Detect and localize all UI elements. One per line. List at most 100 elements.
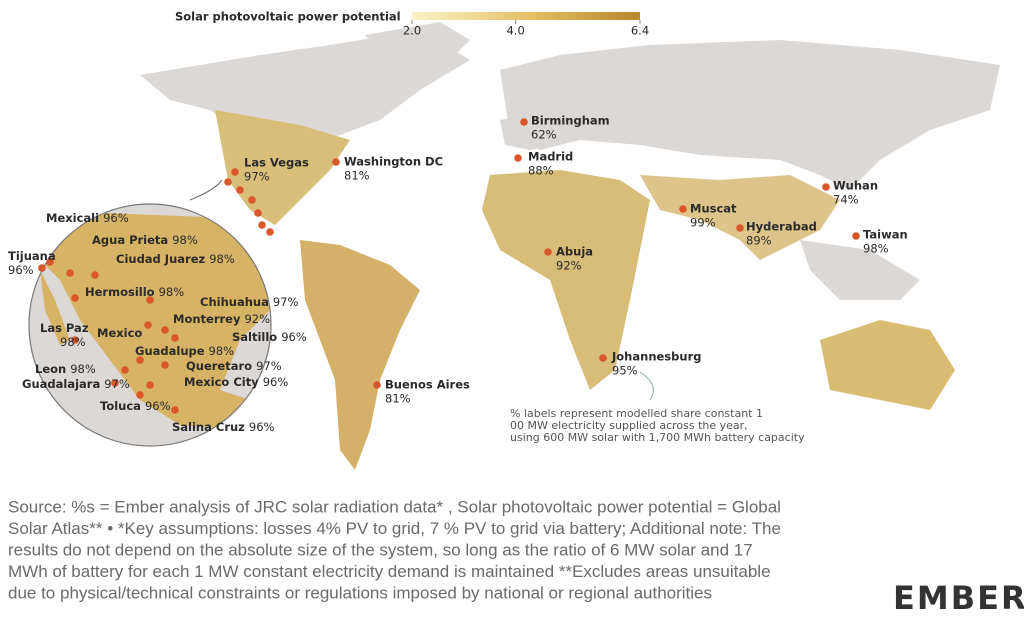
city-label: Salina Cruz 96% [172,420,275,434]
note-arrow [639,371,654,401]
city-name: Hermosillo [85,285,155,299]
city-name: Washington DC [344,155,443,169]
city-marker [736,224,744,232]
city-marker [822,183,830,191]
note: % labels represent modelled share consta… [510,407,805,444]
city-name: Leon [35,362,66,376]
city-name: Madrid [528,150,573,164]
city-name: Mexico [97,326,142,340]
city-share: 89% [746,234,772,248]
city-marker [599,354,607,362]
city-marker [236,186,244,194]
city-share: 97% [104,377,130,391]
city-share: 74% [833,193,859,207]
city-marker [224,178,232,186]
city-marker [71,336,79,344]
city-share: 88% [528,164,554,178]
city-label: Tijuana 96% [8,249,56,277]
city-name: Tijuana [8,249,56,263]
city-name: Taiwan [863,228,908,242]
city-name: Las Paz [40,321,89,335]
city-marker [514,154,522,162]
city-share: 98% [863,242,889,256]
legend-tick-label: 2.0 [403,24,421,38]
city-share: 81% [385,392,411,406]
city-label: Ciudad Juarez 98% [116,252,235,266]
source-line: MWh of battery for each 1 MW constant el… [8,562,771,581]
source-line: Source: %s = Ember analysis of JRC solar… [8,497,781,516]
city-name: Abuja [556,245,593,259]
city-share: 62% [531,128,557,142]
legend-ticks: 2.0 4.0 6.4 [403,20,649,38]
city-share: 81% [344,169,370,183]
city-marker [161,361,169,369]
city-marker [332,158,340,166]
city-name: Hyderabad [746,220,817,234]
note-line: using 600 MW solar with 1,700 MWh batter… [510,431,805,444]
city-name: Buenos Aires [385,378,470,392]
city-name: Saltillo [232,330,277,344]
city-marker [373,381,381,389]
city-label: Toluca 96% [100,399,171,413]
legend-tick-label: 6.4 [631,24,649,38]
city-label: Mexico [97,326,142,340]
city-share: 96% [281,330,307,344]
city-marker [171,334,179,342]
city-marker [146,381,154,389]
city-marker [146,296,154,304]
city-share: 98% [60,335,86,349]
city-name: Toluca [100,399,141,413]
city-label: Mexicali 96% [46,211,129,225]
inset-frame [28,203,272,447]
source-line: results do not depend on the absolute si… [8,540,753,559]
source-line: Solar Atlas** • *Key assumptions: losses… [8,519,781,538]
city-name: Johannesburg [611,350,701,364]
city-label: Queretaro 97% [186,359,282,373]
note-line: 00 MW electricity supplied across the ye… [510,419,748,432]
legend-tick-label: 4.0 [506,24,524,38]
city-name: Monterrey [173,312,241,326]
city-marker [231,168,239,176]
city-share: 97% [256,359,282,373]
city-label: Saltillo 96% [232,330,307,344]
city-marker [111,379,119,387]
legend-title: Solar photovoltaic power potential [175,10,401,24]
note-line: % labels represent modelled share consta… [510,407,763,420]
logo: EMBER [893,579,1024,617]
city-label: Hermosillo 98% [85,285,184,299]
city-name: Wuhan [833,179,878,193]
city-name: Salina Cruz [172,420,245,434]
city-marker [71,294,79,302]
city-marker [144,321,152,329]
city-name: Muscat [690,202,737,216]
city-marker [266,228,274,236]
city-share: 92% [556,259,582,273]
city-share: 98% [209,252,235,266]
city-marker [544,248,552,256]
city-label: Guadalajara 97% [22,377,130,391]
city-marker [161,326,169,334]
city-share: 96% [263,375,289,389]
city-name: Chihuahua [200,295,269,309]
legend-colorbar [412,12,640,20]
world-map [140,22,1000,470]
connector [189,179,223,201]
city-name: Agua Prieta [92,233,168,247]
city-share: 99% [690,216,716,230]
city-label: Chihuahua 97% [200,295,298,309]
city-name: Queretaro [186,359,252,373]
source-line: due to physical/technical constraints or… [8,583,712,602]
city-label: Agua Prieta 98% [92,233,198,247]
city-share: 96% [249,420,275,434]
city-label: Leon 98% [35,362,96,376]
city-share: 96% [103,211,129,225]
city-marker [248,196,256,204]
city-name: Ciudad Juarez [116,252,205,266]
city-marker [136,356,144,364]
city-share: 92% [244,312,270,326]
city-label: Las Paz 98% [40,321,89,349]
inset-cities: Mexicali 96%Agua Prieta 98%Tijuana 96%Ciuda… [8,211,307,434]
city-marker [852,232,860,240]
city-marker [171,406,179,414]
